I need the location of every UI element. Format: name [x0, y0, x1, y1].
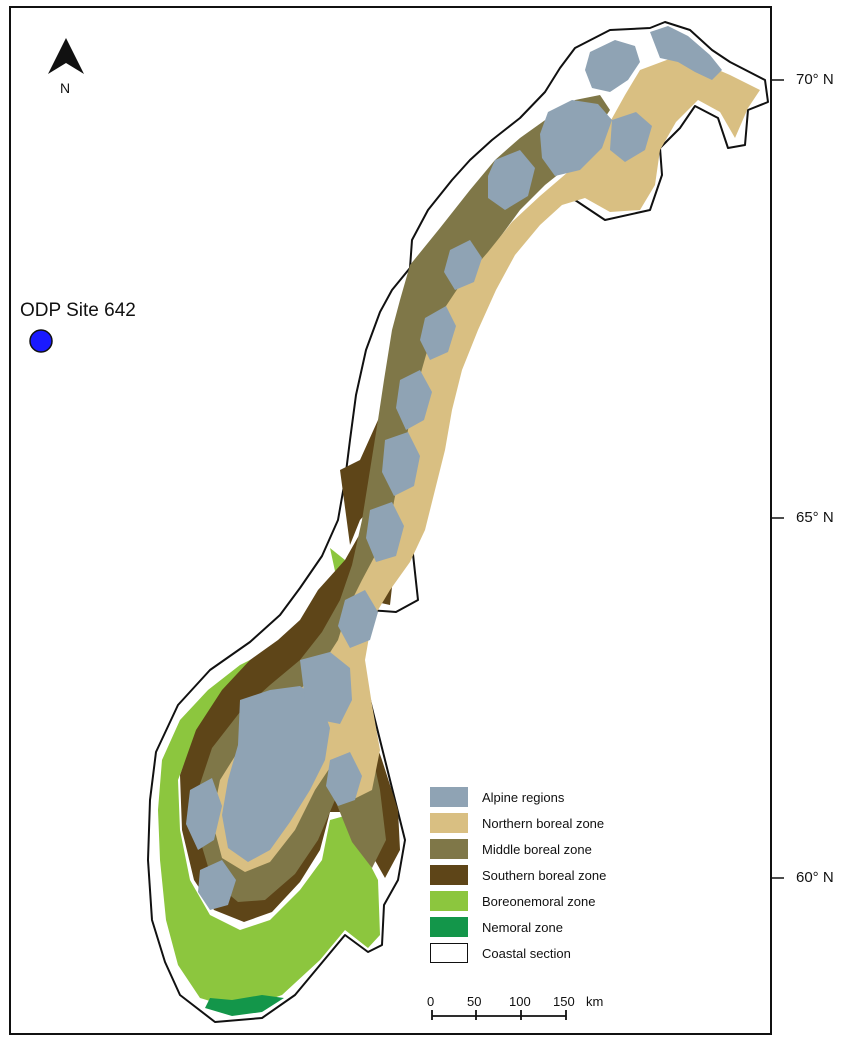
site-marker: [29, 329, 53, 353]
legend-item: Alpine regions: [430, 784, 606, 810]
legend-item: Coastal section: [430, 940, 606, 966]
legend-item: Nemoral zone: [430, 914, 606, 940]
legend-label: Coastal section: [482, 945, 571, 961]
legend-swatch-nemoral: [430, 917, 468, 937]
legend-item: Northern boreal zone: [430, 810, 606, 836]
lat-label-65: 65° N: [796, 509, 834, 526]
zone-alpine: [186, 26, 722, 910]
north-arrow-icon: [48, 38, 84, 74]
legend-label: Boreonemoral zone: [482, 893, 596, 909]
legend-item: Southern boreal zone: [430, 862, 606, 888]
scale-bar: [431, 1010, 567, 1020]
legend-label: Northern boreal zone: [482, 815, 605, 831]
legend-swatch-northern-boreal: [430, 813, 468, 833]
legend-swatch-southern-boreal: [430, 865, 468, 885]
legend-item: Middle boreal zone: [430, 836, 606, 862]
legend-label: Alpine regions: [482, 789, 565, 805]
scale-tick-label: 50: [467, 994, 482, 1009]
scale-tick-label: 0: [427, 994, 435, 1009]
zone-nemoral: [205, 995, 284, 1016]
legend-label: Southern boreal zone: [482, 867, 607, 883]
site-label: ODP Site 642: [20, 300, 136, 321]
legend-item: Boreonemoral zone: [430, 888, 606, 914]
legend-swatch-alpine: [430, 787, 468, 807]
scale-tick-label: 150: [553, 994, 575, 1009]
legend-label: Nemoral zone: [482, 919, 563, 935]
scale-tick-label: 100: [509, 994, 531, 1009]
zone-boreonemoral: [158, 548, 380, 1010]
lat-label-70: 70° N: [796, 71, 834, 88]
legend: Alpine regions Northern boreal zone Midd…: [430, 784, 606, 966]
north-arrow-label: N: [60, 80, 71, 96]
scale-unit-label: km: [586, 994, 604, 1009]
legend-label: Middle boreal zone: [482, 841, 592, 857]
legend-swatch-middle-boreal: [430, 839, 468, 859]
lat-label-60: 60° N: [796, 869, 834, 886]
legend-swatch-coastal: [430, 943, 468, 963]
legend-swatch-boreonemoral: [430, 891, 468, 911]
